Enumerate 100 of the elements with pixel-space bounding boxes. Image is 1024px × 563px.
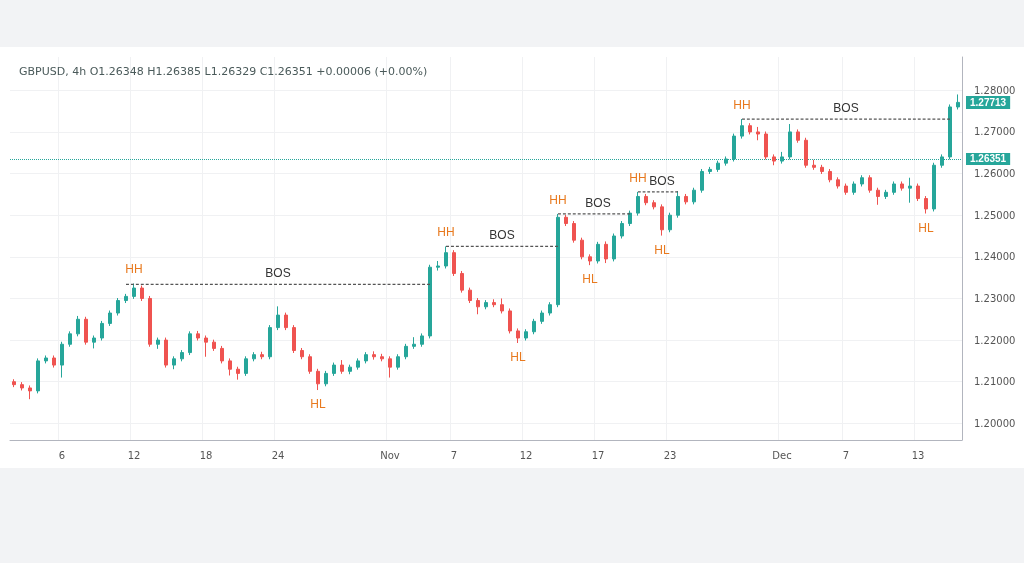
candlestick bbox=[716, 160, 720, 173]
candlestick bbox=[196, 330, 200, 341]
candlestick bbox=[324, 370, 328, 387]
candlestick bbox=[692, 187, 696, 205]
candlestick bbox=[268, 324, 272, 360]
candlestick bbox=[876, 187, 880, 206]
candlestick bbox=[284, 312, 288, 331]
y-tick-label: 1.22000 bbox=[974, 334, 1016, 346]
candlestick bbox=[220, 345, 224, 364]
candlestick bbox=[180, 349, 184, 362]
candlestick bbox=[300, 347, 304, 360]
candlestick bbox=[436, 260, 440, 272]
candlestick bbox=[332, 362, 336, 377]
candlestick bbox=[524, 328, 528, 341]
candlestick bbox=[668, 212, 672, 233]
annotation: HL bbox=[582, 272, 598, 287]
annotation: HH bbox=[437, 225, 455, 240]
candlestick bbox=[140, 285, 144, 302]
candlestick bbox=[540, 310, 544, 325]
candlestick bbox=[860, 174, 864, 187]
candlestick bbox=[652, 199, 656, 210]
candlestick bbox=[572, 220, 576, 244]
x-tick-label: Nov bbox=[380, 449, 400, 461]
annotation: HH bbox=[733, 98, 751, 113]
candlestick bbox=[372, 350, 376, 361]
candlestick bbox=[516, 327, 520, 344]
y-tick-label: 1.20000 bbox=[974, 417, 1016, 429]
candlestick bbox=[700, 168, 704, 194]
annotation: HH bbox=[629, 170, 647, 185]
annotation: HL bbox=[654, 242, 670, 257]
x-tick-label: 6 bbox=[58, 449, 66, 461]
candlestick bbox=[244, 355, 248, 377]
text: GBPUSD, 4h O1.26348 H1.26385 L1.26329 C1.26351 +0.00006 (+0.00%) bbox=[19, 65, 428, 78]
candlestick bbox=[260, 351, 264, 360]
candlestick bbox=[956, 93, 960, 110]
candlestick bbox=[316, 368, 320, 391]
candlestick bbox=[588, 253, 592, 266]
candlestick bbox=[628, 210, 632, 227]
candlestick bbox=[796, 128, 800, 144]
candlestick bbox=[468, 287, 472, 304]
candlestick bbox=[212, 339, 216, 352]
annotation: HL bbox=[310, 397, 326, 412]
candlestick bbox=[380, 353, 384, 362]
candlestick bbox=[76, 315, 80, 337]
candlestick bbox=[452, 249, 456, 277]
x-tick-label: 23 bbox=[663, 449, 677, 461]
candlestick bbox=[492, 298, 496, 308]
candlestick bbox=[908, 177, 912, 204]
ref-line-label: 1.26351 bbox=[970, 153, 1007, 165]
candlestick bbox=[836, 176, 840, 190]
candlestick bbox=[484, 299, 488, 310]
candlestick bbox=[20, 381, 24, 391]
candlestick bbox=[108, 310, 112, 327]
candlestick bbox=[36, 357, 40, 394]
candlestick bbox=[708, 166, 712, 175]
text: 1.27713 bbox=[970, 96, 1007, 108]
candlestick bbox=[820, 164, 824, 175]
candlestick bbox=[660, 203, 664, 237]
candlestick bbox=[156, 337, 160, 350]
candlestick bbox=[476, 297, 480, 315]
candlestick bbox=[444, 245, 448, 269]
candlestick bbox=[900, 180, 904, 192]
series-label: BOS bbox=[649, 173, 675, 188]
candlestick bbox=[500, 297, 504, 314]
candlestick bbox=[404, 343, 408, 360]
candlestick bbox=[556, 213, 560, 308]
candlestick bbox=[924, 195, 928, 215]
candlestick bbox=[828, 168, 832, 183]
candlestick bbox=[124, 293, 128, 304]
candlestick bbox=[340, 359, 344, 375]
candlestick bbox=[844, 183, 848, 196]
candlestick bbox=[868, 174, 872, 194]
candlestick bbox=[684, 193, 688, 205]
candlestick bbox=[644, 193, 648, 206]
candlestick bbox=[68, 330, 72, 348]
candlestick bbox=[412, 336, 416, 350]
series-label: BOS bbox=[265, 266, 291, 281]
candlestick bbox=[564, 214, 568, 227]
candlestick bbox=[356, 357, 360, 371]
candlestick bbox=[252, 351, 256, 362]
x-tick-label: 7 bbox=[842, 449, 850, 461]
annotation: HL bbox=[510, 350, 526, 364]
candlestick bbox=[308, 353, 312, 375]
y-tick-label: 1.26000 bbox=[974, 168, 1016, 180]
candlestick bbox=[92, 335, 96, 349]
candlestick bbox=[236, 366, 240, 381]
y-tick-label: 1.25000 bbox=[974, 209, 1016, 221]
annotation: HH bbox=[549, 192, 567, 207]
candlestick bbox=[596, 241, 600, 264]
candlestick bbox=[508, 307, 512, 334]
x-tick-label: 18 bbox=[199, 449, 213, 461]
candlestick bbox=[636, 191, 640, 217]
x-tick-label: Dec bbox=[772, 449, 792, 461]
candlestick bbox=[812, 159, 816, 171]
candlestick bbox=[676, 190, 680, 219]
candlestick bbox=[548, 301, 552, 317]
candlestick bbox=[276, 305, 280, 331]
candlestick bbox=[396, 353, 400, 371]
candlestick bbox=[388, 355, 392, 379]
candlestick bbox=[764, 131, 768, 160]
